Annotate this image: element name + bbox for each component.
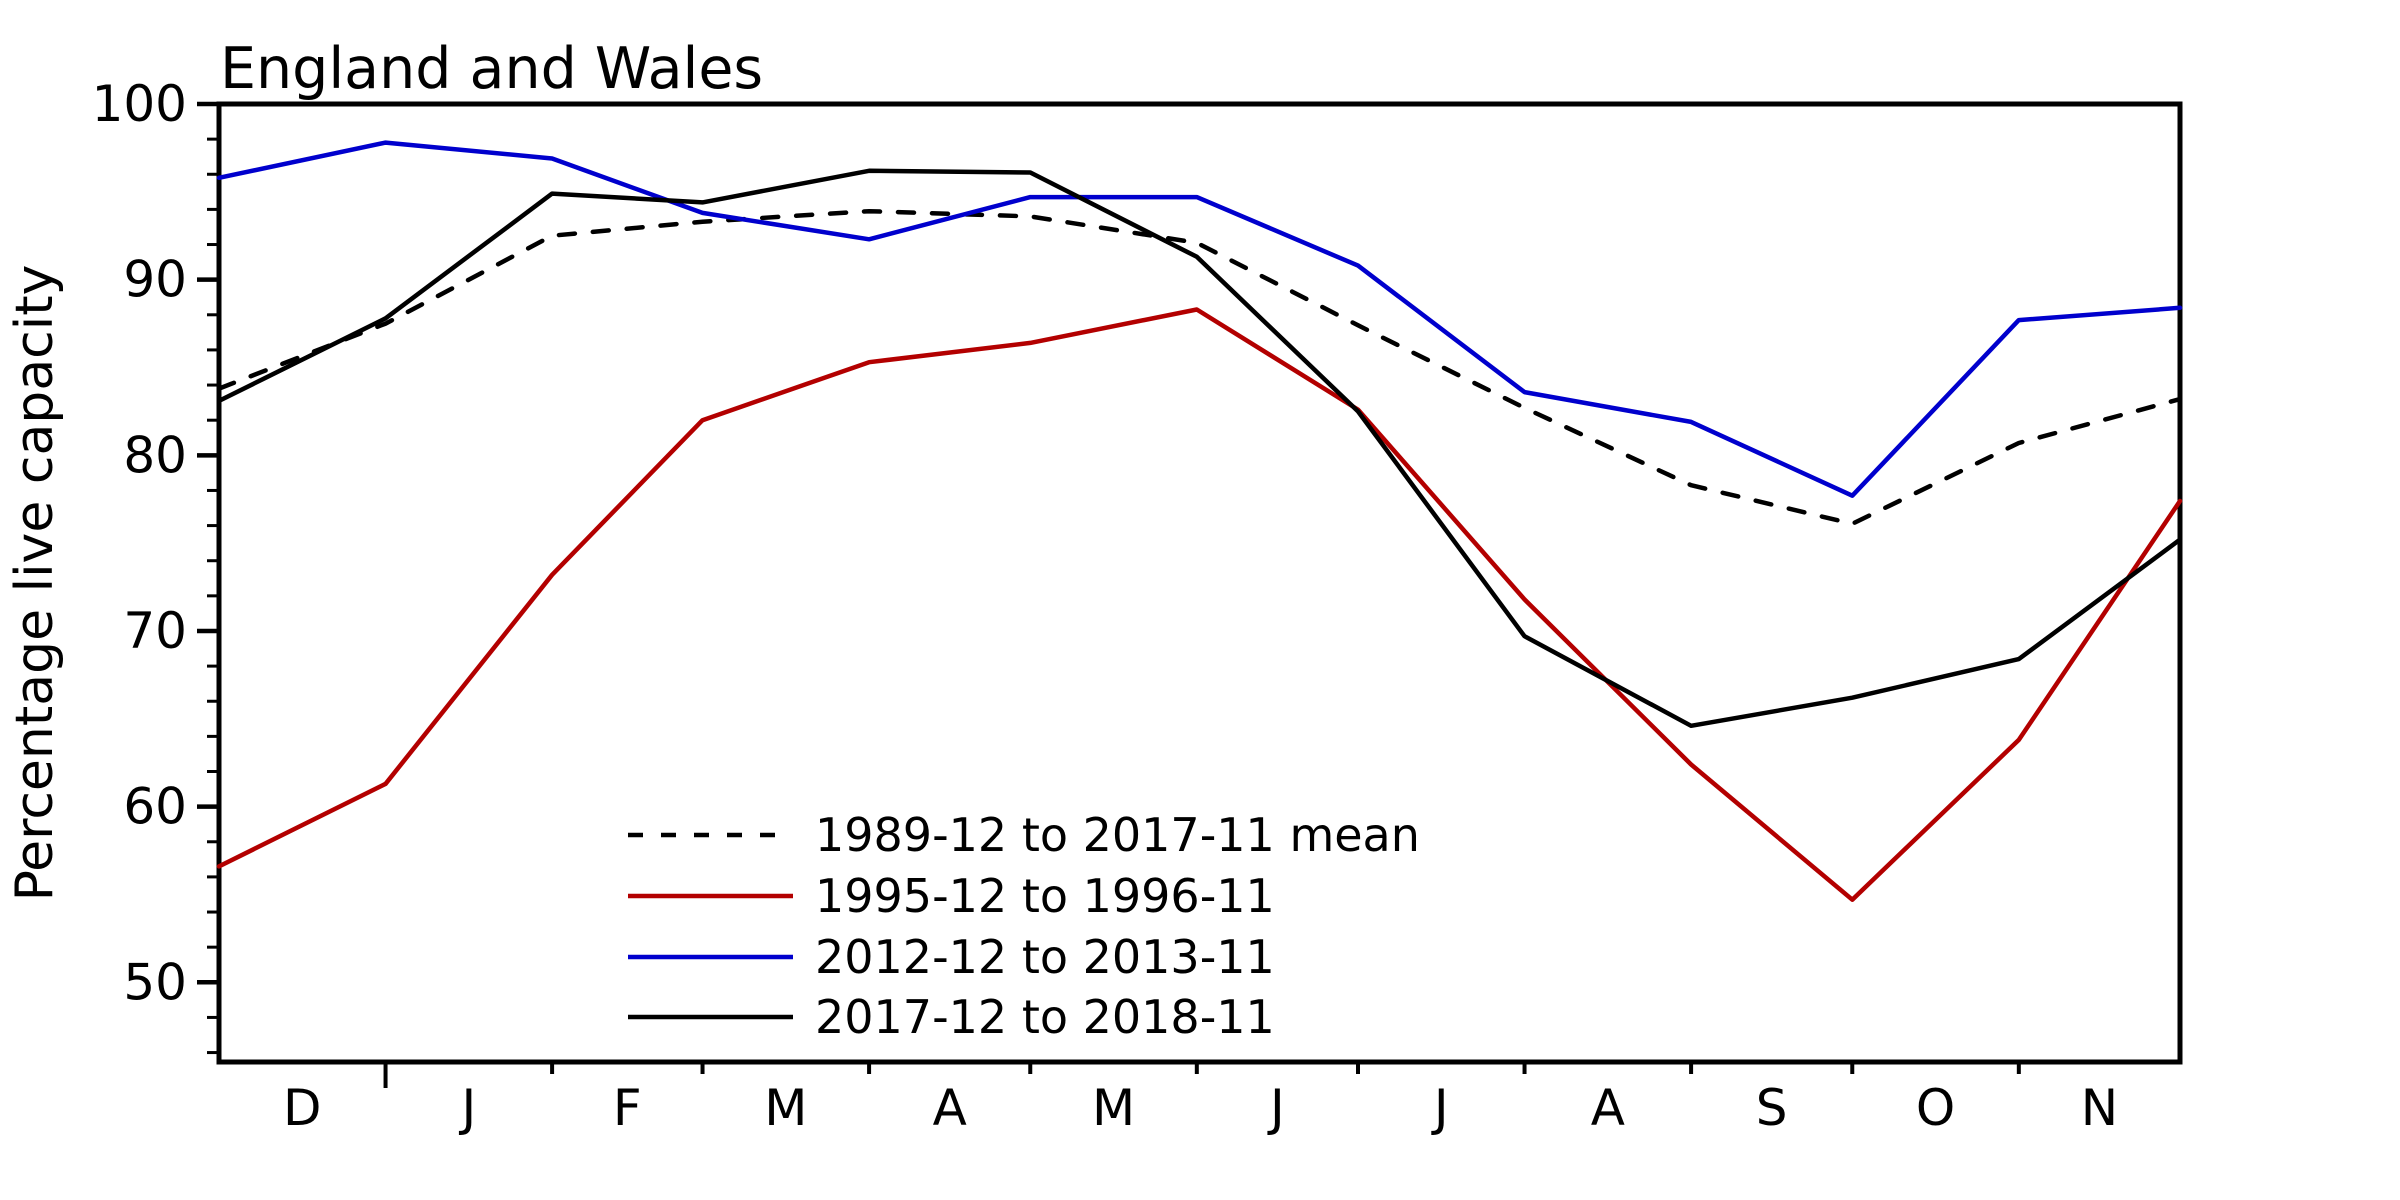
plot-frame: [216, 101, 2183, 1065]
y-tick-label: 90: [123, 251, 187, 309]
x-month-label: M: [764, 1079, 807, 1137]
x-month-label: F: [613, 1079, 642, 1137]
legend-label-2: 2012-12 to 2013-11: [815, 930, 1275, 984]
legend-label-0: 1989-12 to 2017-11 mean: [815, 808, 1420, 862]
x-month-label: J: [1431, 1079, 1449, 1137]
legend-label-3: 2017-12 to 2018-11: [815, 990, 1275, 1044]
plot-area: 50 60 70 80 90 100 D J F M A M J J A S O N 1989-12 to 2017…: [92, 75, 2183, 1137]
series-line-3: [216, 168, 2183, 729]
y-tick-label: 80: [123, 426, 187, 484]
y-tick-label: 60: [123, 778, 187, 836]
x-month-label: N: [2081, 1079, 2118, 1137]
x-month-label: J: [1267, 1079, 1285, 1137]
x-month-label: O: [1916, 1079, 1955, 1137]
y-axis-title: Percentage live capacity: [5, 265, 65, 902]
legend-label-1: 1995-12 to 1996-11: [815, 869, 1275, 923]
y-tick-label: 50: [123, 953, 187, 1011]
x-month-label: A: [933, 1079, 967, 1137]
x-month-label: A: [1591, 1079, 1625, 1137]
x-month-label: S: [1756, 1079, 1788, 1137]
x-month-label: J: [458, 1079, 476, 1137]
y-tick-label: 100: [92, 75, 187, 133]
x-month-label: D: [283, 1079, 322, 1137]
series-line-1: [216, 307, 2183, 902]
x-month-label: M: [1092, 1079, 1135, 1137]
series-line-2: [216, 140, 2183, 498]
y-tick-label: 70: [123, 602, 187, 660]
chart-title: England and Wales: [220, 36, 763, 102]
